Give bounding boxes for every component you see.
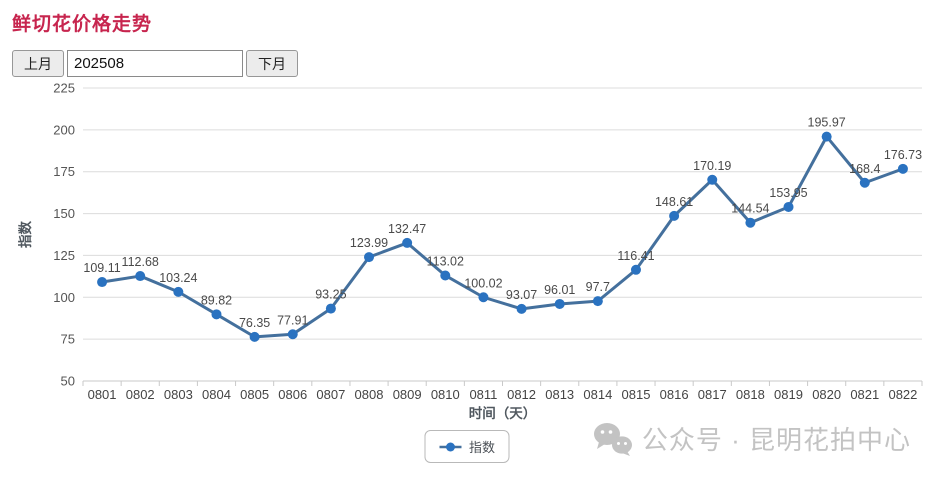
next-month-button[interactable]: 下月 (246, 50, 298, 77)
svg-text:93.07: 93.07 (506, 288, 537, 302)
svg-text:0815: 0815 (622, 387, 651, 402)
watermark-text: 公众号 · 昆明花拍中心 (641, 425, 911, 455)
svg-text:0810: 0810 (431, 387, 460, 402)
svg-text:97.7: 97.7 (586, 280, 610, 294)
svg-text:0814: 0814 (583, 387, 612, 402)
legend-series-index[interactable]: 指数 (423, 430, 510, 463)
svg-text:89.82: 89.82 (201, 293, 232, 307)
svg-text:76.35: 76.35 (239, 316, 270, 330)
svg-text:132.47: 132.47 (388, 222, 426, 236)
svg-text:123.99: 123.99 (350, 236, 388, 250)
svg-text:125: 125 (53, 248, 75, 263)
svg-text:93.25: 93.25 (315, 288, 346, 302)
month-input[interactable] (67, 50, 243, 77)
svg-text:176.73: 176.73 (884, 148, 922, 162)
svg-text:113.02: 113.02 (427, 254, 464, 268)
svg-text:0817: 0817 (698, 387, 727, 402)
svg-text:153.95: 153.95 (769, 186, 807, 200)
svg-text:0808: 0808 (355, 387, 384, 402)
svg-text:0801: 0801 (88, 387, 117, 402)
svg-text:0805: 0805 (240, 387, 269, 402)
svg-text:77.91: 77.91 (277, 313, 308, 327)
svg-text:109.11: 109.11 (83, 261, 120, 275)
legend-label: 指数 (468, 440, 496, 455)
svg-text:225: 225 (53, 81, 75, 96)
svg-text:103.24: 103.24 (159, 271, 197, 285)
svg-text:144.54: 144.54 (731, 202, 769, 216)
svg-text:200: 200 (53, 122, 75, 137)
svg-text:0812: 0812 (507, 387, 536, 402)
svg-text:时间（天）: 时间（天） (469, 405, 537, 421)
svg-text:0803: 0803 (164, 387, 193, 402)
svg-text:0804: 0804 (202, 387, 231, 402)
svg-text:0807: 0807 (316, 387, 345, 402)
svg-text:0806: 0806 (278, 387, 307, 402)
legend-line-marker-icon (438, 442, 461, 451)
svg-text:指数: 指数 (17, 221, 33, 248)
svg-text:170.19: 170.19 (693, 159, 731, 173)
svg-text:50: 50 (61, 374, 75, 389)
svg-text:0818: 0818 (736, 387, 765, 402)
svg-text:100.02: 100.02 (464, 276, 502, 290)
svg-text:116.41: 116.41 (617, 249, 654, 263)
prev-month-button[interactable]: 上月 (12, 50, 64, 77)
page-title: 鲜切花价格走势 (12, 14, 153, 35)
svg-text:75: 75 (61, 332, 75, 347)
svg-text:100: 100 (53, 290, 75, 305)
svg-text:0816: 0816 (660, 387, 689, 402)
svg-text:0820: 0820 (812, 387, 841, 402)
svg-text:0819: 0819 (774, 387, 803, 402)
watermark: 公众号 · 昆明花拍中心 (593, 420, 911, 457)
svg-text:96.01: 96.01 (544, 283, 575, 297)
svg-text:0813: 0813 (545, 387, 574, 402)
svg-text:195.97: 195.97 (808, 116, 846, 130)
svg-text:168.4: 168.4 (849, 162, 880, 176)
svg-text:0821: 0821 (850, 387, 879, 402)
month-navigator: 上月 下月 (12, 50, 298, 77)
svg-text:0802: 0802 (126, 387, 155, 402)
svg-text:0822: 0822 (888, 387, 917, 402)
svg-text:175: 175 (53, 164, 75, 179)
svg-text:0811: 0811 (469, 387, 497, 402)
svg-text:150: 150 (53, 206, 75, 221)
svg-text:0809: 0809 (393, 387, 422, 402)
svg-text:148.61: 148.61 (655, 195, 693, 209)
svg-text:112.68: 112.68 (122, 255, 159, 269)
wechat-icon (593, 422, 632, 456)
